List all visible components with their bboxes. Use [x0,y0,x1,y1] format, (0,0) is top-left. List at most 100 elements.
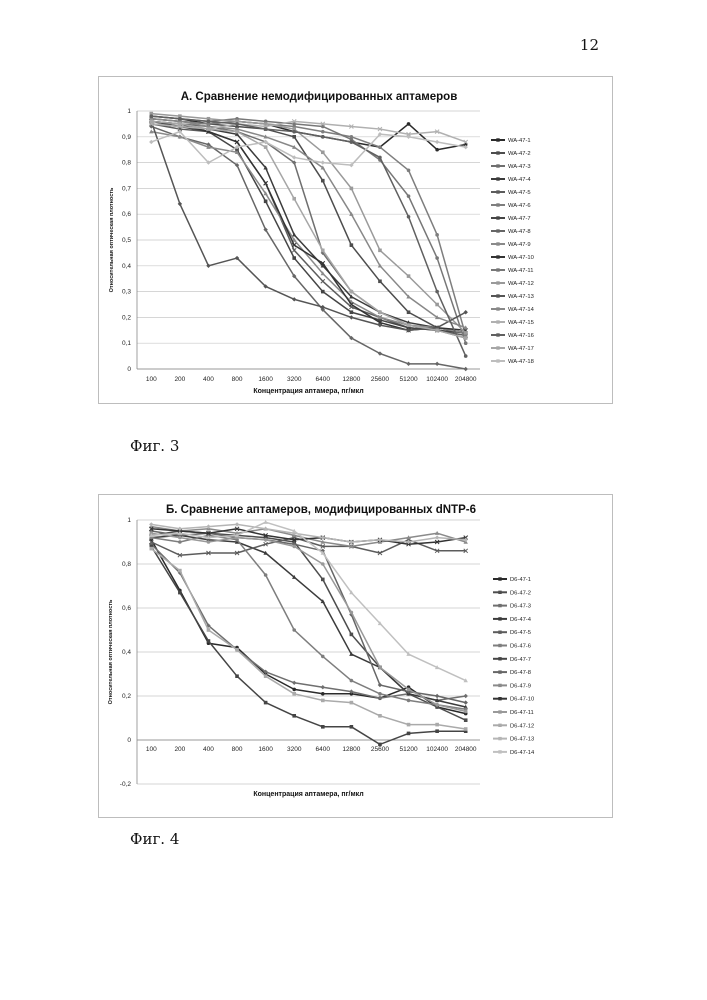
chart-b: Б. Сравнение аптамеров, модифицированных… [108,504,535,798]
data-point [435,256,439,260]
y-axis-label: Относительная оптическая плотность [109,187,115,292]
data-point-stroke [463,139,469,145]
x-tick-label: 25600 [371,376,389,383]
data-point [463,693,468,699]
data-point [435,302,439,307]
data-point [320,248,325,253]
page-number: 12 [579,36,599,54]
data-point-stroke [434,129,440,134]
series-WA-47-16 [149,114,468,358]
data-point [178,590,182,595]
data-point [292,680,297,685]
data-point [234,162,240,168]
data-point [235,147,239,152]
data-point [463,700,468,705]
data-point [263,533,268,538]
legend-entry: WA-47-5 [491,190,531,196]
y-tick-label: 0,5 [122,237,131,244]
legend-entry: D6-47-11 [493,710,534,716]
data-point-stroke [234,139,240,145]
legend-marker [498,630,502,634]
series-D6-47-11 [149,531,468,714]
legend-label: WA-47-4 [508,177,531,183]
x-tick-label: 12800 [342,746,360,753]
data-point [206,524,211,529]
legend-marker [498,697,502,701]
series-line [151,112,467,334]
data-point [349,725,354,729]
legend-entry: WA-47-1 [491,138,531,144]
legend-entry: WA-47-10 [491,255,534,261]
data-point [378,279,382,284]
data-point [177,129,183,134]
legend-marker [498,670,502,674]
legend-marker [496,229,500,233]
data-point [463,144,468,150]
data-point [235,129,239,134]
data-point [234,550,240,556]
legend-entry: WA-47-3 [491,164,531,170]
data-point [378,665,382,670]
legend-marker [496,138,500,142]
data-point [178,568,182,573]
data-point-stroke [406,541,411,547]
data-point [320,692,325,696]
data-point [263,227,268,232]
data-point [149,119,154,124]
series-line [151,530,466,704]
data-point [406,698,411,703]
x-tick-label: 12800 [342,376,360,383]
data-point [434,129,440,134]
data-point [292,127,297,131]
series-D6-47-12 [149,546,468,731]
legend-label: D6-47-4 [510,617,532,623]
data-point [349,302,354,307]
legend-label: D6-47-10 [510,697,534,703]
series-line [150,543,466,702]
legend-entry: WA-47-14 [491,307,535,313]
data-point [320,304,325,310]
data-point [406,722,411,727]
data-point [406,687,411,692]
data-point [292,297,297,302]
legend-marker [496,281,500,285]
legend-label: WA-47-6 [508,203,531,209]
data-point [320,160,325,165]
y-tick-label: 0,4 [122,263,131,270]
series-line [151,123,466,334]
chart-title: А. Сравнение немодифицированных аптамеро… [181,91,458,103]
legend-marker [496,255,500,259]
legend-label: WA-47-11 [508,268,533,274]
data-point [320,550,325,555]
data-point [320,654,325,659]
data-point [206,550,211,556]
legend-marker [496,242,500,246]
data-point [263,541,268,547]
legend-label: D6-47-11 [510,710,534,716]
series-WA-47-7 [149,119,468,335]
data-point [320,539,325,544]
legend-entry: WA-47-16 [491,333,534,339]
data-point [263,538,268,542]
data-point-stroke [377,126,383,132]
data-point [292,122,297,126]
legend-marker [496,346,500,350]
data-point [349,186,354,191]
y-tick-label: 0,2 [122,693,131,700]
data-point [434,139,440,145]
data-point-stroke [148,539,154,545]
data-point [178,535,182,540]
data-point [434,361,440,367]
data-point [349,590,354,595]
legend-label: WA-47-1 [508,138,531,144]
data-point-stroke [263,124,268,129]
data-point [292,528,297,533]
data-point [349,335,354,341]
series-D6-47-1 [149,538,468,716]
data-point [206,124,211,129]
series-WA-47-18 [149,129,468,168]
data-point [263,573,268,577]
data-point [463,718,468,722]
x-tick-label: 400 [203,376,214,383]
data-point [378,248,382,253]
